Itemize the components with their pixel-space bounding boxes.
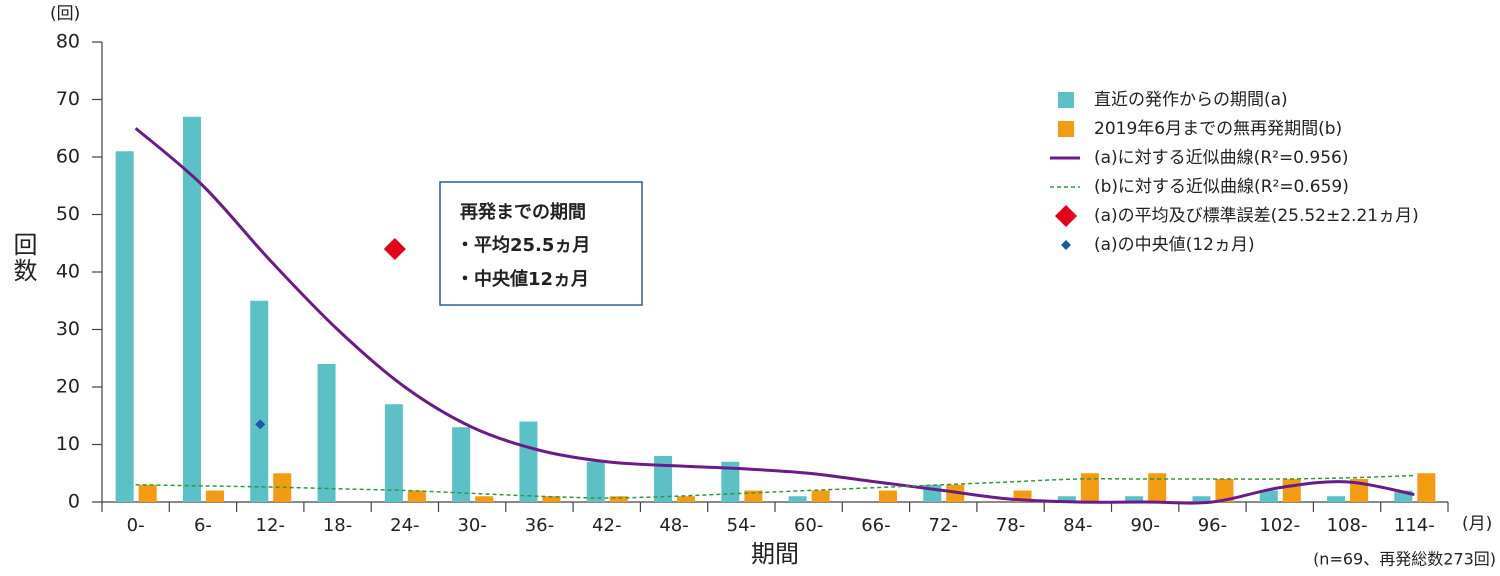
legend-label: 2019年6月までの無再発期間(b) (1094, 119, 1342, 139)
bar (1259, 490, 1278, 502)
x-tick-label: 48- (659, 515, 688, 536)
x-tick-label: 90- (1130, 515, 1159, 536)
y-tick-label: 40 (56, 261, 80, 283)
bar (1282, 479, 1301, 502)
legend-label: (a)の平均及び標準誤差(25.52±2.21ヵ月) (1094, 206, 1419, 226)
fit-line (134, 127, 1415, 505)
bar (1148, 473, 1167, 502)
y-tick-label: 30 (56, 318, 80, 340)
legend-swatch (1061, 240, 1071, 250)
x-tick-label: 30- (457, 515, 486, 536)
bar (407, 490, 426, 502)
bar (138, 484, 157, 502)
x-unit: (月) (1462, 514, 1492, 534)
x-tick-label: 12- (256, 515, 285, 536)
bar (273, 473, 292, 502)
annotation-box (439, 181, 643, 306)
x-tick-label: 18- (323, 515, 352, 536)
bar (384, 404, 403, 502)
bar (519, 421, 538, 502)
x-tick-label: 36- (525, 515, 554, 536)
bar (1327, 496, 1346, 502)
bar (721, 461, 740, 502)
bar (1057, 496, 1076, 502)
bar (788, 496, 807, 502)
y-tick-label: 50 (56, 203, 80, 225)
marker (255, 419, 266, 430)
bar (1125, 496, 1144, 502)
x-tick-label: 54- (727, 515, 756, 536)
marker (383, 238, 406, 260)
x-tick-label: 108- (1327, 515, 1368, 536)
annotation: 再発までの期間 ・平均25.5ヵ月 ・中央値12ヵ月 (439, 181, 643, 306)
y-tick-label: 10 (56, 433, 80, 455)
legend: 直近の発作からの期間(a) 2019年6月までの無再発期間(b) (a)に対する近似… (1050, 90, 1419, 255)
y-axis-label: 回数 (9, 232, 37, 284)
x-tick-label: 66- (861, 515, 890, 536)
bar (586, 461, 605, 502)
bar (1417, 473, 1436, 502)
bar (250, 300, 269, 502)
y-tick-label: 20 (56, 376, 80, 398)
x-tick-label: 6- (194, 515, 212, 536)
bar (811, 490, 830, 502)
legend-label: (b)に対する近似曲線(R²=0.659) (1094, 177, 1349, 197)
note: (n=69、再発総数273回) (1313, 550, 1496, 569)
bar (182, 116, 201, 502)
x-tick-label: 78- (996, 515, 1025, 536)
legend-swatch (1058, 121, 1074, 137)
x-tick-label: 72- (929, 515, 958, 536)
annotation-line: ・平均25.5ヵ月 (456, 234, 590, 256)
fit-line (135, 474, 1415, 499)
bar (1215, 479, 1234, 502)
legend-label: 直近の発作からの期間(a) (1094, 90, 1288, 110)
bar (452, 427, 471, 502)
bar (677, 496, 696, 502)
bar (475, 496, 494, 502)
bar (542, 496, 561, 502)
bar (317, 364, 336, 502)
bar (744, 490, 763, 502)
x-tick-label: 84- (1063, 515, 1092, 536)
x-tick-label: 60- (794, 515, 823, 536)
y-unit: (回) (50, 4, 80, 24)
bar (1013, 490, 1032, 502)
bar (609, 496, 628, 502)
bar (205, 490, 224, 502)
x-axis-label: 期間 (751, 540, 799, 568)
bar (115, 151, 134, 502)
legend-label: (a)に対する近似曲線(R²=0.956) (1094, 148, 1349, 168)
x-tick-label: 0- (127, 515, 145, 536)
legend-label: (a)の中央値(12ヵ月) (1094, 235, 1255, 255)
y-tick-label: 0 (68, 491, 80, 513)
bar (1192, 496, 1211, 502)
x-tick-label: 42- (592, 515, 621, 536)
legend-swatch (1055, 205, 1077, 227)
bar (1080, 473, 1099, 502)
x-tick-label: 102- (1259, 515, 1300, 536)
y-tick-label: 80 (56, 31, 80, 53)
annotation-title: 再発までの期間 (460, 201, 586, 223)
y-tick-label: 70 (56, 88, 80, 110)
x-tick-label: 96- (1198, 515, 1227, 536)
annotation-line: ・中央値12ヵ月 (456, 268, 589, 290)
x-tick-label: 24- (390, 515, 419, 536)
legend-swatch (1058, 92, 1074, 108)
x-tick-label: 114- (1394, 515, 1435, 536)
y-tick-label: 60 (56, 146, 80, 168)
bar (654, 456, 673, 502)
bar (878, 490, 897, 502)
bar (1394, 490, 1413, 502)
